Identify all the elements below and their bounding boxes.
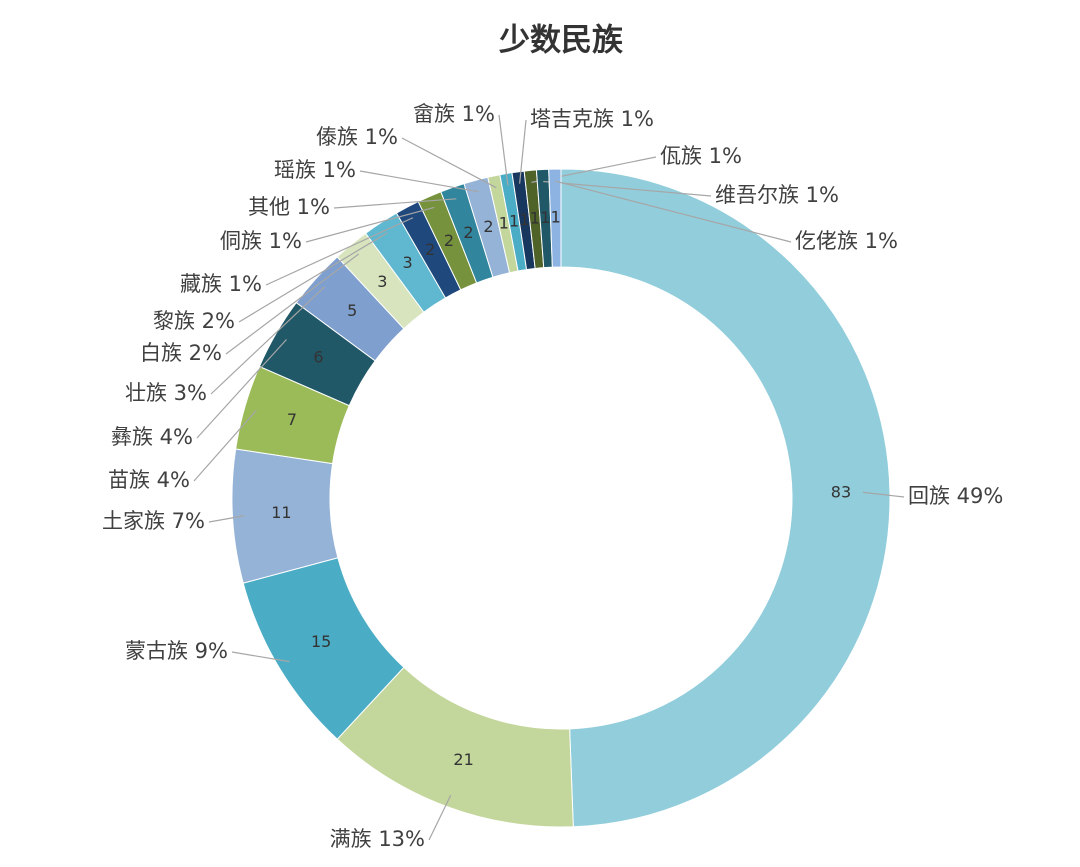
category-label: 佤族 1% [660, 144, 742, 168]
category-label: 侗族 1% [220, 229, 302, 253]
category-label: 其他 1% [248, 195, 330, 219]
leader-line [265, 217, 414, 286]
chart-title: 少数民族 [499, 23, 623, 59]
category-label: 满族 13% [330, 827, 425, 851]
category-label: 瑶族 1% [274, 158, 356, 182]
category-label: 藏族 1% [180, 272, 262, 296]
category-label: 蒙古族 9% [125, 639, 228, 663]
value-label: 1 [519, 210, 529, 229]
leader-line [238, 232, 388, 323]
leader-line [543, 180, 712, 197]
category-label: 彝族 4% [111, 425, 193, 449]
value-label: 11 [271, 503, 291, 522]
value-label: 2 [444, 231, 454, 250]
value-label: 21 [453, 750, 473, 769]
leader-line [554, 180, 792, 243]
leader-line [231, 651, 290, 663]
category-label: 畲族 1% [413, 102, 495, 126]
leader-line [359, 170, 480, 193]
value-label: 6 [313, 348, 323, 367]
donut-segment [560, 168, 891, 828]
value-label: 2 [425, 240, 435, 259]
category-label: 壮族 3% [125, 381, 207, 405]
value-label: 1 [530, 209, 540, 228]
category-label: 傣族 1% [316, 125, 398, 149]
value-label: 1 [509, 211, 519, 230]
category-label: 白族 2% [140, 341, 222, 365]
leader-line [210, 286, 326, 395]
leader-line [193, 409, 257, 482]
category-label: 维吾尔族 1% [715, 183, 839, 207]
value-label: 3 [377, 272, 387, 291]
category-label: 黎族 2% [153, 309, 235, 333]
leader-line [862, 491, 905, 498]
leader-line [401, 137, 497, 189]
value-label: 2 [463, 223, 473, 242]
category-label: 仡佬族 1% [795, 229, 898, 253]
value-label: 15 [311, 632, 331, 651]
value-label: 1 [540, 208, 550, 227]
leader-line [208, 515, 245, 523]
value-label: 3 [403, 253, 413, 272]
value-label: 83 [831, 482, 851, 501]
value-label: 2 [483, 217, 493, 236]
leader-line [333, 198, 457, 209]
leader-line [305, 206, 435, 243]
leader-line [498, 114, 509, 186]
category-label: 苗族 4% [108, 468, 190, 492]
leader-line [519, 119, 527, 184]
category-label: 土家族 7% [102, 509, 205, 533]
value-label: 1 [551, 208, 561, 227]
donut-segment [548, 168, 562, 268]
value-label: 5 [347, 301, 357, 320]
value-label: 7 [287, 410, 297, 429]
leader-line [196, 339, 287, 439]
value-label: 1 [499, 213, 509, 232]
leader-line [428, 794, 452, 841]
category-label: 回族 49% [908, 484, 1003, 508]
leader-line [225, 253, 360, 355]
category-label: 塔吉克族 1% [530, 107, 654, 131]
